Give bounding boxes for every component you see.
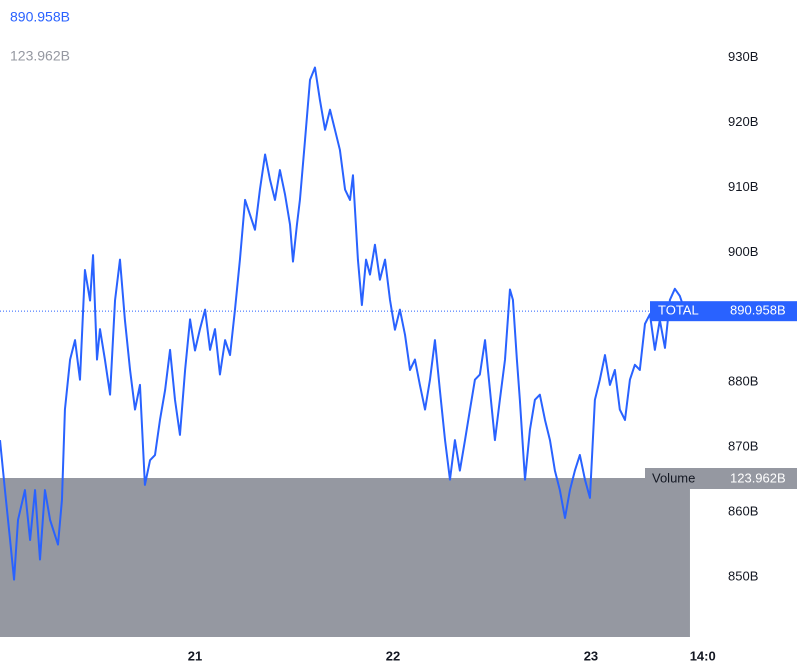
y-tick-label: 930B — [728, 49, 758, 64]
volume-tag — [645, 468, 797, 489]
volume-area — [0, 478, 690, 637]
price-line — [0, 66, 686, 581]
x-tick-label: 21 — [188, 648, 202, 663]
plot-layer — [0, 66, 686, 581]
volume-readout: 123.962B — [10, 48, 70, 64]
volume-layer — [0, 478, 690, 637]
volume-tag-value: 123.962B — [730, 470, 786, 485]
price-tag-value: 890.958B — [730, 303, 786, 318]
y-axis: 850B860B870B880B890B900B910B920B930B — [728, 49, 758, 583]
y-tick-label: 920B — [728, 114, 758, 129]
y-tick-label: 880B — [728, 374, 758, 389]
y-tick-label: 900B — [728, 244, 758, 259]
price-tag-name: TOTAL — [658, 303, 699, 318]
x-axis: 21 22 23 14:00 — [188, 648, 723, 663]
y-tick-label: 870B — [728, 439, 758, 454]
y-tick-label: 860B — [728, 504, 758, 519]
price-readout: 890.958B — [10, 9, 70, 25]
price-tag — [650, 301, 797, 322]
x-tick-label: 22 — [386, 648, 400, 663]
y-tick-label: 850B — [728, 568, 758, 583]
x-tick-label: 23 — [584, 648, 598, 663]
volume-tag-name: Volume — [652, 470, 695, 485]
y-tick-label: 910B — [728, 179, 758, 194]
tags: TOTAL 890.958B Volume 123.962B — [645, 301, 797, 489]
x-tick-label: 14:00 — [690, 648, 723, 663]
